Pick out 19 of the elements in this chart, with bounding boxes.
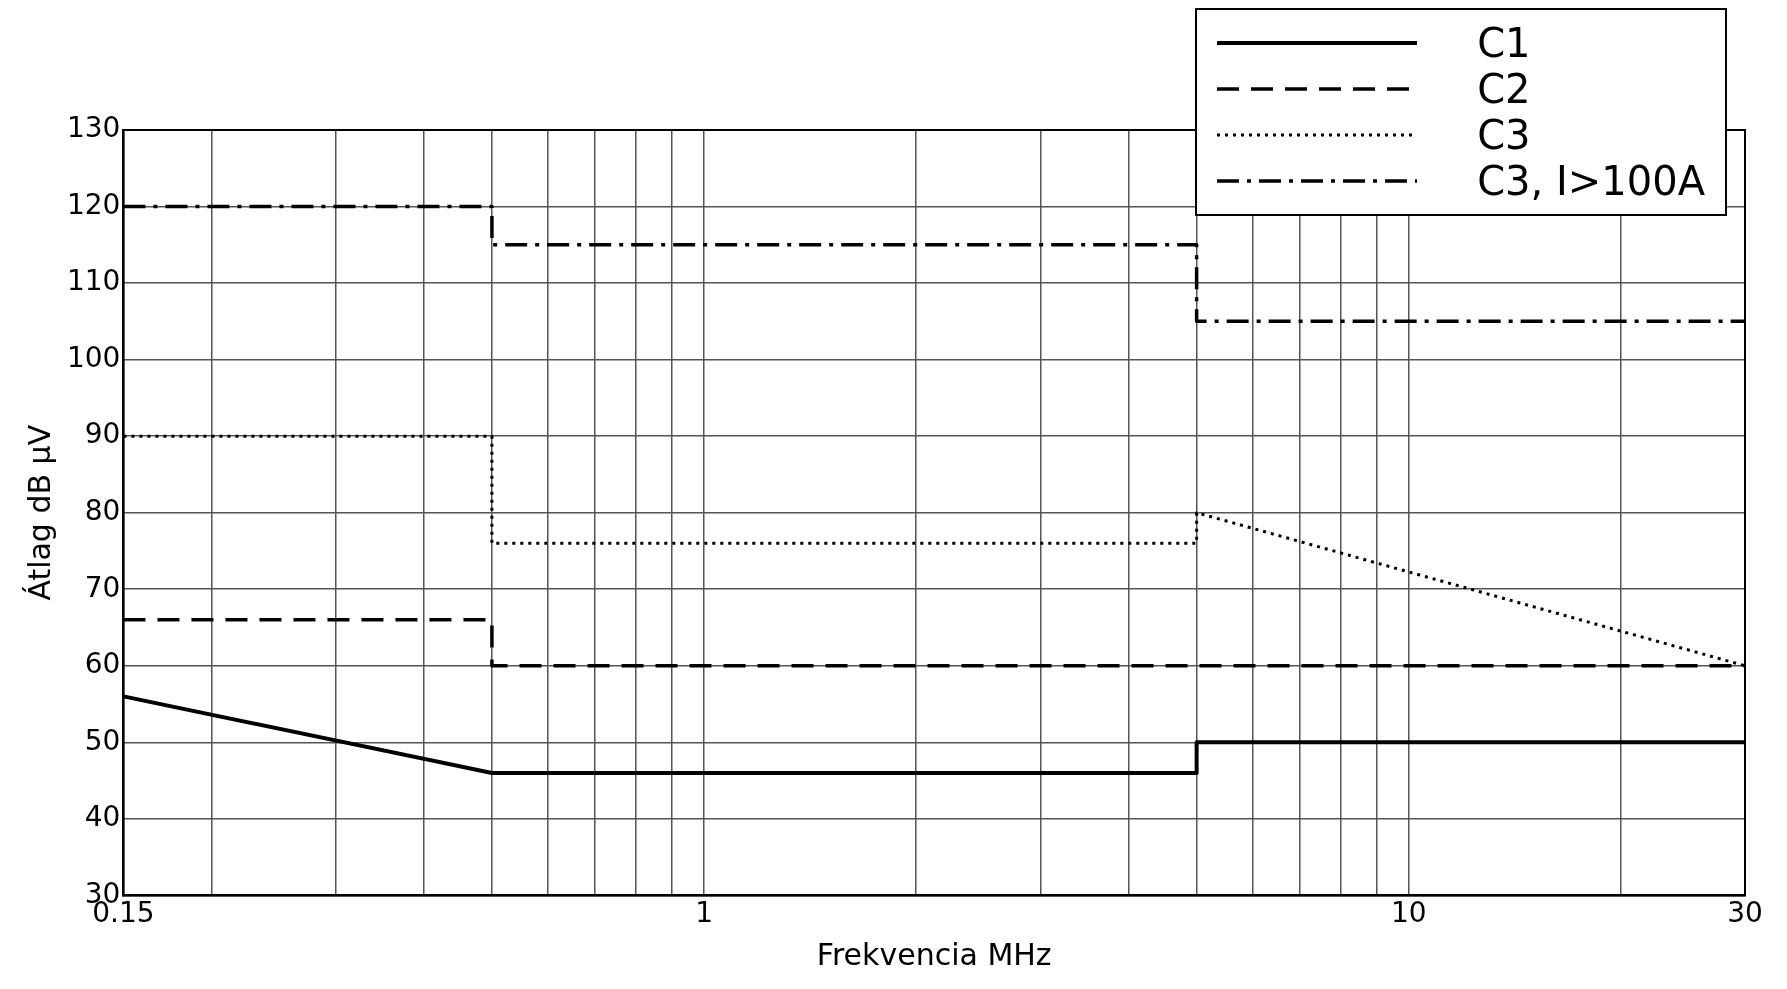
x-tick-label: 1 [695,896,713,930]
y-tick-label: 120 [66,187,121,221]
y-tick-label: 40 [84,800,121,834]
y-tick-label: 110 [66,264,121,298]
y-tick-label: 50 [84,723,121,757]
legend-label: C1 [1477,20,1531,66]
x-axis-title: Frekvencia MHz [816,936,1052,972]
x-tick-label: 10 [1390,896,1427,930]
y-tick-label: 60 [84,647,121,681]
y-tick-label: 70 [84,570,121,604]
y-tick-label: 90 [84,417,121,451]
y-tick-label: 80 [84,493,121,527]
y-tick-label: 100 [66,340,121,374]
y-axis-title: Átlag dB µV [21,424,57,601]
legend-label: C3 [1477,112,1531,158]
y-tick-label: 130 [66,111,121,145]
legend-label: C2 [1477,66,1531,112]
legend-label: C3, I>100A [1477,158,1705,204]
x-tick-label: 30 [1727,896,1763,930]
